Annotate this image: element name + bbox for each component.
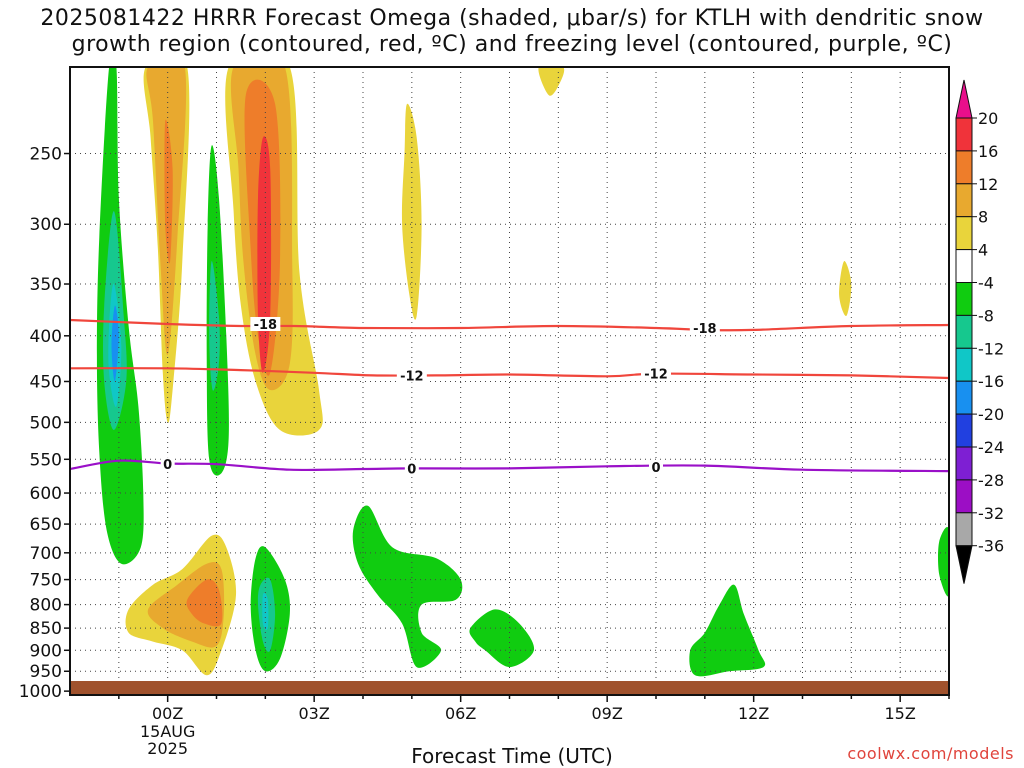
colorbar-swatch bbox=[955, 446, 973, 481]
x-tick-label-12Z: 12Z bbox=[738, 704, 769, 723]
isotherm-minus-18-label-bg bbox=[250, 316, 281, 331]
colorbar-label-16: 16 bbox=[978, 142, 998, 161]
ascent-low-i-level--8 bbox=[689, 584, 766, 677]
y-tick-label-350: 350 bbox=[30, 275, 62, 295]
colorbar-swatch bbox=[955, 183, 973, 218]
freezing-level-label-bg bbox=[649, 459, 663, 474]
ascent-low-h-level--8 bbox=[469, 609, 535, 668]
colorbar-swatch bbox=[955, 117, 973, 152]
isotherm-minus-12-label: -12 bbox=[644, 368, 668, 383]
y-tick-label-650: 650 bbox=[30, 515, 62, 535]
colorbar-label-12: 12 bbox=[978, 175, 998, 194]
colorbar-label--12: -12 bbox=[978, 339, 1004, 358]
freezing-level-label: 0 bbox=[407, 462, 416, 477]
colorbar-swatch bbox=[955, 282, 973, 316]
y-tick-label-550: 550 bbox=[30, 450, 62, 470]
chart-title-line2: growth region (contoured, red, ºC) and f… bbox=[71, 32, 953, 57]
terrain-layer bbox=[70, 681, 949, 695]
y-tick-label-700: 700 bbox=[30, 544, 62, 564]
isotherm-minus-12-label-bg bbox=[396, 368, 427, 383]
x-tick-label-15Z: 15Z bbox=[885, 704, 916, 723]
y-tick-label-450: 450 bbox=[30, 372, 62, 392]
x-tick-label-06Z: 06Z bbox=[445, 704, 476, 723]
descent-upper-k-level-4 bbox=[401, 103, 422, 320]
colorbar-swatch bbox=[955, 150, 973, 185]
colorbar-label--32: -32 bbox=[978, 504, 1004, 523]
y-tick-label-1000: 1000 bbox=[19, 682, 62, 702]
y-tick-label-250: 250 bbox=[30, 145, 62, 165]
ascent-col-a-level--20 bbox=[111, 305, 119, 382]
y-tick-label-500: 500 bbox=[30, 413, 62, 433]
colorbar-top-arrow bbox=[955, 79, 973, 119]
isotherm-minus-12-label-bg bbox=[641, 366, 671, 381]
x-date-label-1: 2025 bbox=[147, 739, 188, 758]
y-tick-label-750: 750 bbox=[30, 571, 62, 591]
descent-upper-l-level-4 bbox=[538, 67, 565, 96]
y-tick-label-800: 800 bbox=[30, 596, 62, 616]
descent-low-e-level-12 bbox=[186, 579, 223, 627]
ascent-edge-j-level--8 bbox=[938, 527, 949, 597]
colorbar-label--24: -24 bbox=[978, 438, 1004, 457]
chart-title-line1: 2025081422 HRRR Forecast Omega (shaded, … bbox=[40, 6, 984, 31]
omega-shading-layer bbox=[96, 67, 949, 677]
y-tick-label-850: 850 bbox=[30, 619, 62, 639]
colorbar-swatch bbox=[955, 347, 973, 382]
colorbar-label--28: -28 bbox=[978, 471, 1004, 490]
isotherm-minus-18-line bbox=[70, 318, 949, 332]
colorbar-label--20: -20 bbox=[978, 405, 1004, 424]
colorbar: 20 16 12 8 4 -4 -8 -12 -16 -20 -24 -28 -32 -36 bbox=[955, 79, 1004, 584]
colorbar-swatch bbox=[955, 512, 973, 547]
ground-surface bbox=[70, 681, 949, 695]
y-tick-label-600: 600 bbox=[30, 484, 62, 504]
y-tick-label-950: 950 bbox=[30, 662, 62, 682]
colorbar-swatch bbox=[955, 216, 973, 251]
x-tick-label-03Z: 03Z bbox=[299, 704, 330, 723]
descent-upper-m-level-4 bbox=[839, 261, 852, 317]
freezing-level-label: 0 bbox=[651, 461, 660, 476]
y-axis: 2503003504004505005506006507007508008509… bbox=[19, 145, 70, 702]
ascent-low-g-level--8 bbox=[352, 505, 463, 668]
freezing-level-label-bg bbox=[404, 461, 419, 476]
colorbar-swatch bbox=[955, 479, 973, 514]
colorbar-label--8: -8 bbox=[978, 306, 994, 325]
colorbar-label--4: -4 bbox=[978, 274, 994, 293]
descent-col-b-level-12 bbox=[164, 119, 173, 264]
descent-col-d-level-16 bbox=[257, 136, 272, 373]
isotherm-minus-18-label: -18 bbox=[693, 322, 717, 337]
colorbar-label--16: -16 bbox=[978, 372, 1004, 391]
colorbar-swatch bbox=[955, 380, 973, 415]
x-axis-label: Forecast Time (UTC) bbox=[411, 744, 613, 768]
ascent-low-f-level--16 bbox=[262, 593, 269, 630]
isotherm-minus-18-label: -18 bbox=[254, 318, 278, 333]
y-tick-label-400: 400 bbox=[30, 327, 62, 347]
colorbar-swatch bbox=[955, 314, 973, 349]
colorbar-label-20: 20 bbox=[978, 109, 998, 128]
y-tick-label-900: 900 bbox=[30, 641, 62, 661]
x-date-label-0: 15AUG bbox=[140, 722, 195, 741]
colorbar-label-4: 4 bbox=[978, 241, 988, 260]
freezing-level-label-bg bbox=[160, 457, 175, 472]
colorbar-bottom-arrow bbox=[955, 545, 973, 584]
isotherm-minus-12-line bbox=[70, 367, 949, 380]
x-tick-label-09Z: 09Z bbox=[592, 704, 623, 723]
isotherm-minus-18-label-bg bbox=[689, 320, 720, 335]
x-tick-label-00Z: 00Z bbox=[152, 704, 183, 723]
freezing-level-label: 0 bbox=[163, 458, 172, 473]
contour-layer: -18 -18 -12 -12 0 0 0 bbox=[70, 316, 949, 477]
colorbar-swatch bbox=[955, 413, 973, 448]
credit-link[interactable]: coolwx.com/models bbox=[847, 744, 1014, 763]
colorbar-swatch bbox=[955, 249, 973, 284]
colorbar-label-8: 8 bbox=[978, 208, 988, 227]
y-tick-label-300: 300 bbox=[30, 215, 62, 235]
isotherm-minus-12-label: -12 bbox=[400, 369, 424, 384]
colorbar-label--36: -36 bbox=[978, 537, 1004, 556]
